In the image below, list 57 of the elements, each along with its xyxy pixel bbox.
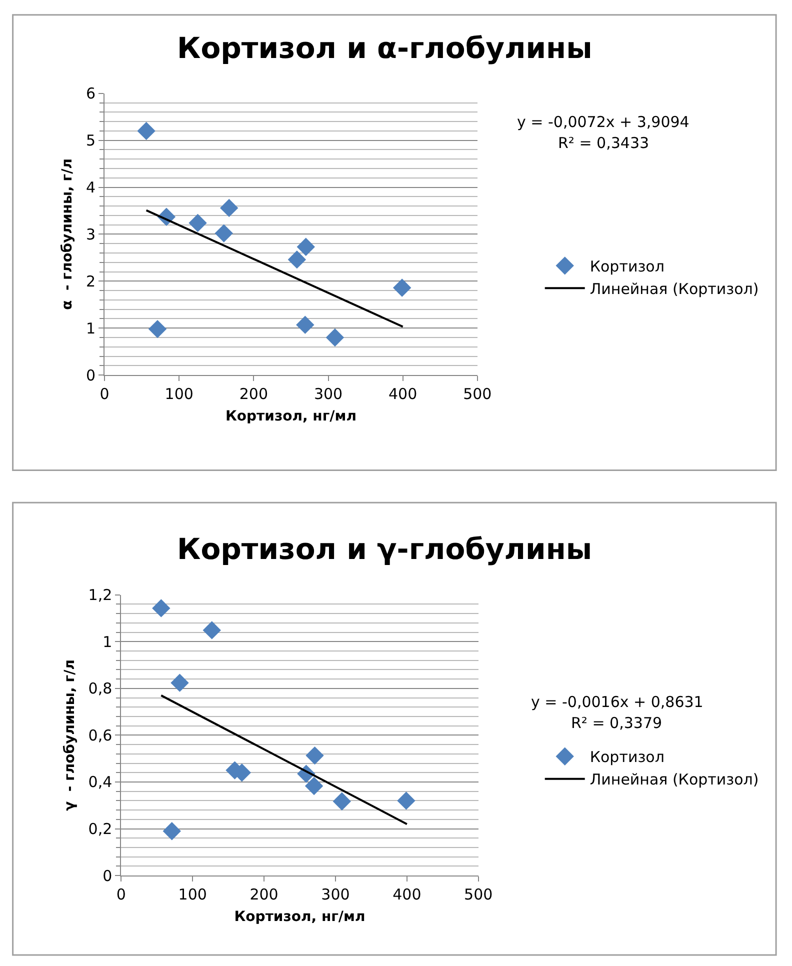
y-tick-label: 1 (102, 632, 112, 651)
point (288, 250, 306, 269)
x-tick-label: 200 (239, 385, 268, 404)
point (188, 214, 207, 232)
point (397, 792, 416, 810)
point (137, 122, 156, 140)
y-tick-label: 1,2 (88, 586, 112, 604)
x-axis-title: Кортизол, нг/мл (234, 908, 366, 925)
y-tick-label: 0 (86, 366, 96, 384)
x-tick-label: 100 (178, 886, 207, 904)
x-tick-label: 300 (314, 385, 343, 404)
point (202, 621, 221, 640)
point (220, 198, 238, 218)
x-tick-label: 200 (250, 886, 278, 904)
legend-label: Кортизол (590, 258, 664, 276)
point (332, 792, 352, 811)
text: R² = 0,3433 (558, 134, 650, 152)
x-tick-label: 400 (388, 385, 418, 404)
y-tick-label: 2 (86, 272, 96, 290)
point (296, 316, 314, 334)
x-tick-label: 500 (464, 886, 493, 904)
x-tick-label: 500 (463, 385, 492, 404)
x-tick-label: 300 (321, 886, 350, 904)
y-tick-label: 4 (86, 178, 96, 197)
y-tick-label: 0,8 (88, 680, 112, 698)
chart-title: Кортизол и α-глобулины (177, 31, 592, 65)
y-tick-label: 6 (86, 84, 96, 103)
point (392, 278, 412, 297)
text: y = -0,0072x + 3,9094 (517, 113, 690, 131)
y-tick-label: 0,6 (88, 726, 112, 744)
x-axis-title: Кортизол, нг/мл (225, 408, 356, 424)
legend-label: Линейная (Кортизол) (590, 280, 759, 298)
point (162, 822, 181, 840)
point (170, 674, 189, 692)
y-tick-label: 1 (86, 319, 96, 338)
point (304, 776, 324, 796)
x-tick-label: 100 (164, 385, 194, 404)
legend-label: Линейная (Кортизол) (590, 770, 759, 789)
point (214, 224, 233, 242)
x-tick-label: 400 (392, 886, 422, 904)
y-axis-title: γ - глобулины, г/л (62, 660, 78, 811)
text: R² = 0,3379 (571, 714, 662, 732)
x-tick-label: 0 (116, 886, 126, 904)
text: y = -0,0016x + 0,8631 (531, 693, 704, 711)
point (296, 238, 315, 256)
point (152, 599, 170, 618)
chart-title: Кортизол и γ-глобулины (177, 532, 592, 566)
legend-label: Кортизол (590, 748, 664, 766)
y-tick-label: 5 (86, 132, 96, 150)
y-tick-label: 0 (102, 866, 112, 885)
point (306, 746, 324, 765)
y-axis-title: α - глобулины, г/л (60, 158, 76, 310)
y-tick-label: 0,2 (88, 820, 112, 838)
point (148, 320, 167, 338)
point (326, 328, 344, 347)
y-tick-label: 0,4 (88, 773, 112, 792)
y-tick-label: 3 (86, 225, 96, 244)
